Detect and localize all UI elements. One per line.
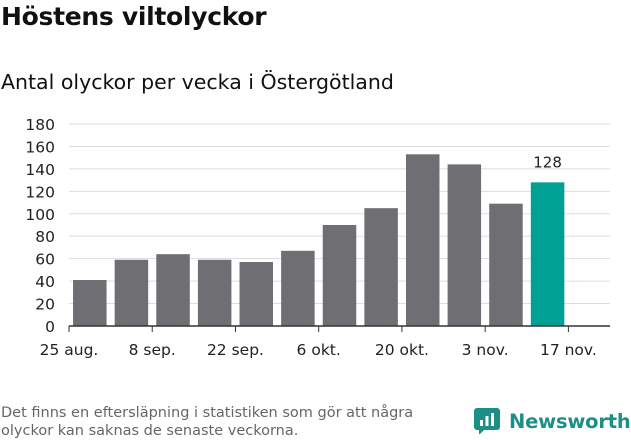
highlight-bar	[530, 182, 565, 326]
chart-subtitle: Antal olyckor per vecka i Östergötland	[1, 70, 394, 94]
x-tick-label: 22 sep.	[207, 341, 264, 359]
bar	[322, 225, 357, 326]
bar-chart: 0 20 40 60 80 100 120 140 160 180 128 25 aug. 8 sep.…	[25, 116, 610, 359]
x-tick-label: 8 sep.	[129, 341, 176, 359]
bar	[281, 250, 315, 326]
y-tick-label: 80	[35, 228, 55, 246]
x-tick-label: 20 okt.	[375, 341, 429, 359]
y-tick-label: 180	[25, 116, 55, 134]
newsworthy-logo-icon	[474, 408, 500, 434]
y-tick-label: 40	[35, 273, 55, 291]
bar	[405, 154, 440, 326]
bar	[447, 164, 482, 326]
y-tick-label: 60	[35, 251, 55, 269]
data-label: 128	[533, 153, 562, 171]
bar	[489, 203, 523, 326]
x-tick-label: 25 aug.	[40, 341, 99, 359]
y-tick-label: 160	[25, 138, 55, 156]
chart-title: Höstens viltolyckor	[1, 2, 267, 31]
y-tick-label: 100	[25, 206, 55, 224]
y-tick-label: 0	[45, 318, 55, 336]
y-tick-label: 20	[35, 296, 55, 314]
bar	[364, 208, 398, 326]
footnote: Det finns en eftersläpning i statistiken…	[1, 405, 414, 439]
bar	[239, 262, 274, 326]
y-tick-label: 120	[25, 183, 55, 201]
x-tick-label: 17 nov.	[540, 341, 597, 359]
x-tick-label: 6 okt.	[297, 341, 341, 359]
bar	[197, 259, 232, 326]
x-tick-label: 3 nov.	[462, 341, 509, 359]
brand-name: Newsworthy	[509, 410, 631, 433]
bar	[156, 254, 190, 326]
y-tick-label: 140	[25, 161, 55, 179]
bar	[114, 259, 149, 326]
bar	[73, 279, 107, 326]
